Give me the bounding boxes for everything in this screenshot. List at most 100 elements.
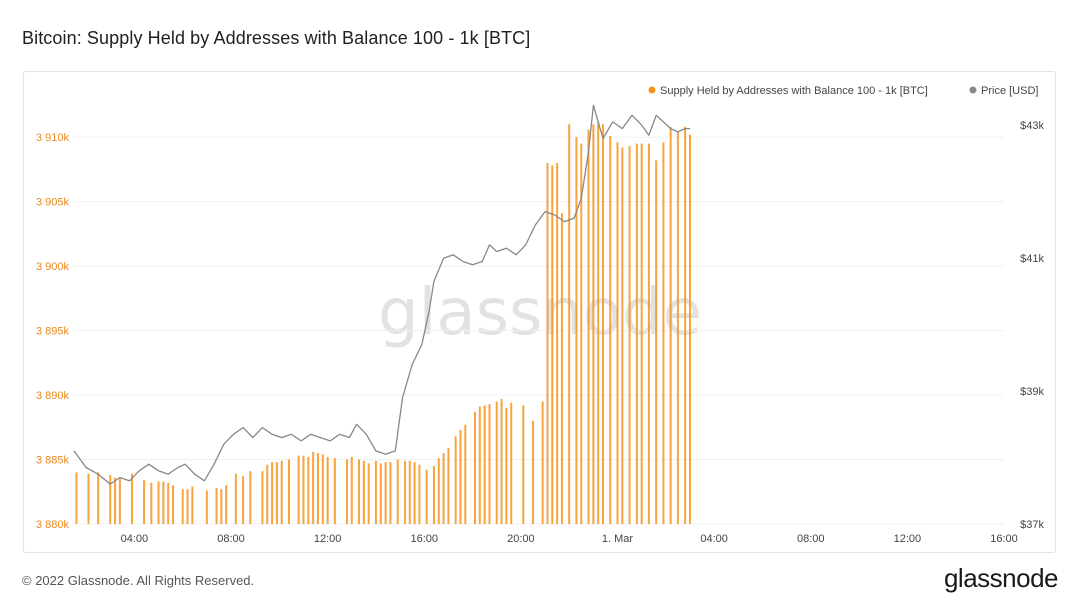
x-tick-label: 20:00 (507, 533, 535, 545)
x-tick-label: 1. Mar (602, 533, 634, 545)
watermark-logo: glassnode (378, 276, 702, 350)
supply-bar (478, 406, 481, 524)
supply-bar (261, 471, 264, 524)
supply-bar (162, 481, 165, 524)
supply-bar (118, 477, 121, 524)
supply-bar (403, 460, 406, 524)
y-right-tick-label: $37k (1020, 519, 1044, 531)
supply-bar (312, 451, 315, 524)
supply-bar (592, 124, 595, 525)
supply-bar (522, 405, 525, 524)
supply-bar (609, 135, 612, 524)
x-axis: 04:00 08:00 12:00 16:00 20:00 1. Mar 04:00 08:0… (121, 533, 1018, 545)
supply-bar (350, 456, 353, 524)
supply-bar (143, 480, 146, 524)
supply-bar (531, 420, 534, 524)
supply-bar (628, 146, 631, 524)
supply-bar (616, 142, 619, 524)
supply-bar (367, 463, 370, 524)
supply-bar (546, 162, 549, 524)
bar-series (75, 121, 691, 525)
supply-bar (597, 121, 600, 524)
chart-panel: glassnode 3 880k 3 885k 3 890k 3 895k 3 900k… (23, 71, 1056, 553)
x-tick-label: 08:00 (217, 533, 245, 545)
x-tick-label: 16:00 (990, 533, 1018, 545)
legend-label-supply: Supply Held by Addresses with Balance 10… (660, 85, 928, 97)
supply-bar (271, 462, 274, 524)
y-left-tick-label: 3 900k (36, 261, 70, 273)
supply-bar (316, 453, 319, 524)
supply-bar (389, 462, 392, 524)
supply-bar (280, 460, 283, 524)
supply-bar (358, 459, 361, 524)
supply-bar (242, 476, 245, 524)
supply-bar (505, 407, 508, 524)
x-tick-label: 16:00 (410, 533, 438, 545)
supply-bar (345, 459, 348, 524)
supply-bar (551, 165, 554, 524)
supply-bar (488, 404, 491, 524)
supply-bar (408, 460, 411, 524)
supply-bar (225, 485, 228, 524)
y-right-tick-label: $39k (1020, 386, 1044, 398)
supply-bar (454, 436, 457, 524)
supply-bar (275, 462, 278, 524)
supply-bar (215, 487, 218, 524)
supply-bar (647, 143, 650, 524)
supply-bar (510, 402, 513, 524)
supply-bar (688, 134, 691, 524)
supply-bar (167, 482, 170, 524)
supply-bar (621, 147, 624, 524)
price-line-series (73, 104, 690, 485)
x-tick-label: 04:00 (121, 533, 149, 545)
footer-copyright: © 2022 Glassnode. All Rights Reserved. (22, 573, 255, 588)
y-right-tick-label: $43k (1020, 120, 1044, 132)
supply-bar (234, 473, 237, 524)
supply-bar (109, 474, 112, 524)
supply-bar (541, 401, 544, 524)
supply-bar (568, 124, 571, 525)
supply-bar (157, 481, 160, 524)
supply-bar (307, 456, 310, 524)
legend[interactable]: Supply Held by Addresses with Balance 10… (648, 85, 1039, 97)
supply-bar (297, 455, 300, 524)
supply-bar (181, 489, 184, 524)
supply-bar (495, 401, 498, 524)
supply-bar (287, 459, 290, 524)
supply-bar (384, 462, 387, 524)
legend-marker-price (969, 86, 977, 94)
supply-bar (379, 463, 382, 524)
supply-bar (432, 465, 435, 524)
y-left-tick-label: 3 905k (36, 197, 70, 209)
supply-bar (437, 458, 440, 524)
supply-bar (459, 429, 462, 524)
gridlines (74, 136, 1004, 525)
supply-bar (191, 486, 194, 524)
supply-bar (321, 454, 324, 524)
supply-bar (580, 143, 583, 524)
supply-bar (172, 485, 175, 524)
supply-bar (97, 472, 100, 524)
y-left-tick-label: 3 895k (36, 326, 70, 338)
supply-bar (75, 472, 78, 524)
y-right-tick-label: $41k (1020, 253, 1044, 265)
right-y-axis: $37k $39k $41k $43k (1020, 120, 1044, 531)
glassnode-logo[interactable]: glassnode (943, 563, 1059, 593)
legend-marker-supply (648, 86, 656, 94)
supply-bar (418, 464, 421, 524)
x-tick-label: 04:00 (700, 533, 728, 545)
price-line (73, 104, 690, 485)
supply-bar (249, 471, 252, 524)
supply-bar (205, 490, 208, 524)
supply-bar (302, 455, 305, 524)
supply-bar (655, 160, 658, 525)
y-left-tick-label: 3 885k (36, 455, 70, 467)
left-y-axis: 3 880k 3 885k 3 890k 3 895k 3 900k 3 905k 3 91… (36, 132, 70, 531)
supply-bar (425, 469, 428, 524)
supply-bar (333, 458, 336, 524)
y-left-tick-label: 3 880k (36, 519, 70, 531)
y-left-tick-label: 3 890k (36, 390, 70, 402)
supply-bar (150, 482, 153, 524)
supply-bar (87, 473, 90, 524)
supply-bar (186, 489, 189, 524)
